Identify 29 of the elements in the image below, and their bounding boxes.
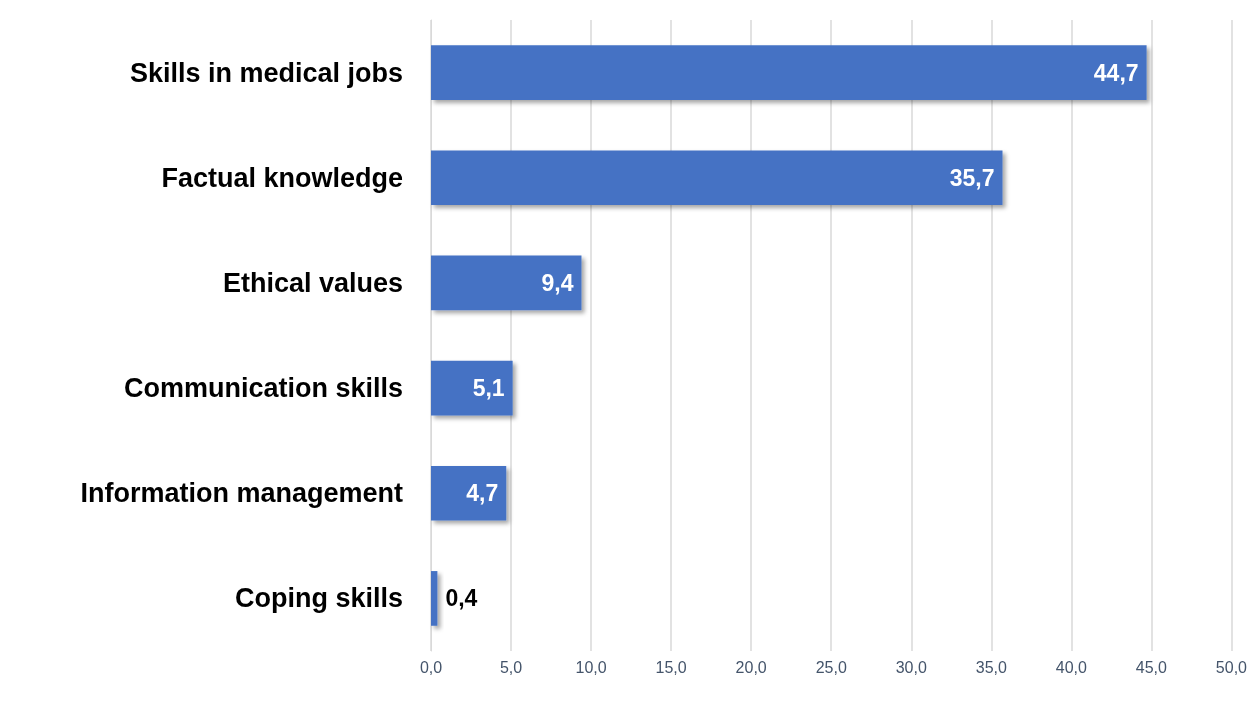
data-label: 5,1 xyxy=(472,375,505,402)
bar xyxy=(431,45,1147,100)
x-tick-label: 30,0 xyxy=(895,658,927,676)
y-tick-label: Factual knowledge xyxy=(161,162,403,193)
x-tick-label: 20,0 xyxy=(735,658,767,676)
x-tick-label: 50,0 xyxy=(1215,658,1248,676)
x-tick-label: 25,0 xyxy=(815,658,847,676)
bar xyxy=(431,150,1003,206)
y-tick-label: Skills in medical jobs xyxy=(129,57,403,88)
data-label: 9,4 xyxy=(541,269,574,296)
x-tick-label: 15,0 xyxy=(655,658,687,676)
x-tick-label: 45,0 xyxy=(1135,658,1168,676)
data-label: 35,7 xyxy=(949,164,995,191)
bar xyxy=(431,465,507,521)
data-label: 4,7 xyxy=(466,480,499,507)
data-label: 0,4 xyxy=(445,585,478,612)
y-tick-label: Information management xyxy=(80,478,403,509)
bar xyxy=(431,255,582,311)
x-tick-label: 40,0 xyxy=(1055,658,1088,676)
y-tick-label: Coping skills xyxy=(234,583,403,614)
x-tick-label: 35,0 xyxy=(975,658,1007,676)
bar xyxy=(431,360,513,416)
y-tick-label: Communication skills xyxy=(123,373,403,404)
bar xyxy=(431,571,438,626)
y-tick-label: Ethical values xyxy=(222,267,403,298)
data-label: 44,7 xyxy=(1093,59,1139,86)
x-tick-label: 5,0 xyxy=(499,658,523,676)
x-tick-label: 10,0 xyxy=(575,658,607,676)
x-tick-label: 0,0 xyxy=(419,658,443,676)
